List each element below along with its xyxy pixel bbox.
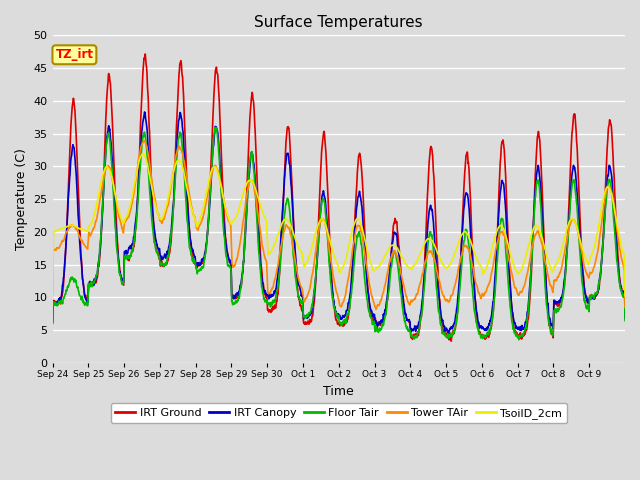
TsoilD_2cm [49, 294, 56, 300]
IRT Canopy [444, 330, 452, 336]
Line: TsoilD_2cm: TsoilD_2cm [52, 154, 625, 297]
Line: IRT Ground: IRT Ground [52, 54, 625, 341]
Tower TAir [106, 165, 113, 170]
Y-axis label: Temperature (C): Temperature (C) [15, 148, 28, 250]
TsoilD_2cm [511, 266, 519, 272]
IRT Canopy [621, 315, 629, 321]
Floor Tair [212, 125, 220, 131]
IRT Ground [106, 76, 113, 82]
IRT Canopy [544, 300, 552, 306]
Line: Tower TAir: Tower TAir [52, 141, 625, 309]
Tower TAir [230, 264, 237, 270]
TsoilD_2cm [544, 256, 552, 262]
TsoilD_2cm [613, 221, 621, 227]
Floor Tair [49, 321, 56, 326]
Tower TAir [374, 302, 381, 308]
Floor Tair [374, 326, 381, 332]
IRT Canopy [374, 322, 381, 327]
Floor Tair [614, 261, 621, 266]
IRT Canopy [614, 253, 621, 259]
TsoilD_2cm [230, 217, 237, 223]
Tower TAir [372, 306, 380, 312]
IRT Ground [49, 320, 56, 325]
IRT Ground [544, 307, 552, 313]
IRT Ground [512, 329, 520, 335]
Legend: IRT Ground, IRT Canopy, Floor Tair, Tower TAir, TsoilD_2cm: IRT Ground, IRT Canopy, Floor Tair, Towe… [111, 403, 567, 423]
Tower TAir [512, 286, 520, 291]
TsoilD_2cm [621, 293, 629, 299]
Line: Floor Tair: Floor Tair [52, 128, 625, 340]
Tower TAir [544, 273, 552, 279]
Text: TZ_irt: TZ_irt [56, 48, 93, 61]
TsoilD_2cm [106, 168, 113, 173]
Floor Tair [230, 301, 237, 307]
Tower TAir [614, 228, 621, 234]
IRT Canopy [141, 109, 148, 115]
Tower TAir [49, 291, 56, 297]
Line: IRT Canopy: IRT Canopy [52, 112, 625, 333]
Tower TAir [141, 138, 148, 144]
IRT Ground [614, 242, 621, 248]
X-axis label: Time: Time [323, 384, 354, 397]
TsoilD_2cm [374, 264, 381, 270]
Tower TAir [621, 304, 629, 310]
TsoilD_2cm [139, 151, 147, 156]
Floor Tair [515, 337, 523, 343]
Floor Tair [544, 313, 552, 319]
Floor Tair [511, 330, 519, 336]
Floor Tair [621, 318, 629, 324]
IRT Ground [141, 51, 149, 57]
IRT Canopy [230, 296, 237, 301]
IRT Canopy [49, 319, 56, 325]
IRT Ground [447, 338, 455, 344]
Title: Surface Temperatures: Surface Temperatures [255, 15, 423, 30]
IRT Ground [230, 294, 237, 300]
IRT Ground [374, 321, 381, 327]
IRT Canopy [106, 126, 113, 132]
IRT Canopy [512, 324, 520, 330]
IRT Ground [621, 315, 629, 321]
Floor Tair [106, 137, 113, 143]
